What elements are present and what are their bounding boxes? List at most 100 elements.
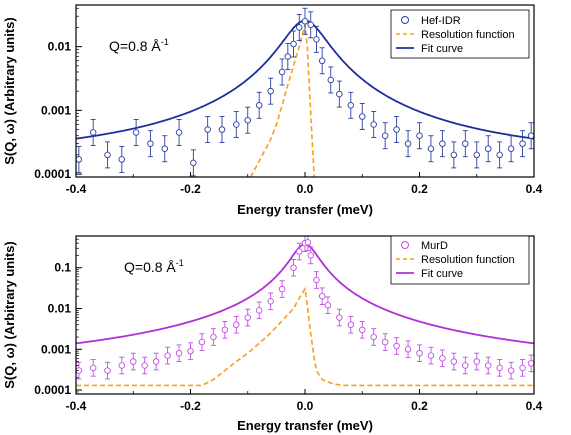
panel2-data-point: [416, 344, 423, 362]
panel2-ticks: -0.4 -0.2 0.0 0.2 0.4 0.0001 0.001 0.01 0.1: [34, 238, 543, 413]
panel1-data-point: [496, 141, 503, 169]
panel2-data-point: [210, 328, 217, 346]
panel2-data-point: [370, 328, 377, 346]
panel1-data-point: [519, 130, 526, 158]
panel2-data-point: [439, 349, 446, 368]
panel1-plot-content: [76, 7, 534, 177]
panel2-legend-data-label: MurD: [421, 240, 448, 252]
panel1-data-point: [473, 141, 481, 169]
panel2-data-point: [152, 352, 160, 371]
panel-hef-idr: -0.4 -0.2 0.0 0.2 0.4 0.0001 0.001 0.01 Energy …: [2, 4, 543, 217]
panel1-data-point: [507, 135, 515, 163]
panel1-y-tick-label: 0.01: [48, 40, 72, 54]
panel2-data-point: [296, 242, 303, 261]
panel2-y-axis-title: S(Q, ω) (Arbitrary units): [2, 241, 17, 389]
panel1-x-tick-label: -0.4: [66, 182, 87, 196]
panel1-legend-fit-label: Fit curve: [421, 43, 463, 55]
panel2-data-point: [104, 361, 111, 380]
panel2-data-point: [164, 346, 171, 365]
panel1-data-point: [104, 141, 111, 169]
panel1-data-point: [336, 80, 343, 108]
panel2-data-point: [187, 342, 194, 360]
panel2-data-point: [484, 356, 492, 375]
panel1-data-point: [284, 43, 292, 70]
panel2-data-point: [462, 356, 469, 375]
panel1-data-point: [255, 91, 263, 119]
panel1-data-point: [190, 149, 197, 177]
panel1-data-point: [132, 118, 140, 146]
panel1-data-point: [313, 25, 320, 53]
panel2-data-point: [324, 296, 332, 315]
panel2-legend-box: [390, 235, 530, 285]
panel1-data-point: [147, 130, 154, 158]
panel1-data-point: [450, 141, 458, 169]
panel2-data-point: [507, 361, 515, 380]
panel1-ticks: -0.4 -0.2 0.0 0.2 0.4 0.0001 0.001 0.01: [34, 7, 543, 196]
panel2-y-tick-label: 0.0001: [34, 383, 71, 397]
panel2-data-point: [347, 315, 355, 334]
panel1-data-point: [318, 47, 326, 75]
panel2-data-point: [221, 321, 229, 339]
panel2-x-tick-label: 0.4: [526, 399, 543, 413]
panel1-data-point: [484, 135, 492, 163]
panel1-data-point: [161, 135, 168, 163]
panel2-data-point: [290, 258, 297, 277]
panel1-data-point: [278, 58, 286, 86]
panel1-x-axis-title: Energy transfer (meV): [237, 202, 373, 217]
panel2-data-point: [404, 340, 412, 359]
panel2-y-tick-label: 0.1: [54, 261, 71, 275]
panel2-data-point: [393, 337, 400, 355]
panel1-data-point: [370, 111, 377, 138]
panel2-data-point: [313, 271, 320, 289]
panel2-data-point: [359, 321, 366, 339]
panel1-data-point: [301, 7, 309, 35]
panel1-resolution-line: [249, 24, 315, 177]
panel2-data-point: [473, 352, 481, 371]
panel1-data-point: [175, 118, 183, 146]
panel2-legend: MurD Resolution function Fit curve: [390, 235, 530, 285]
panel1-data-point: [267, 77, 274, 105]
panel1-data-point: [76, 145, 83, 173]
panel2-legend-resolution-label: Resolution function: [421, 254, 515, 266]
panel2-x-tick-label: 0.2: [411, 399, 428, 413]
panel1-data-point: [327, 66, 335, 94]
panel1-data-point: [244, 106, 251, 134]
panel2-q-annotation: Q=0.8 Å-1: [124, 258, 184, 275]
panel2-data-point: [141, 356, 148, 375]
panel2-data-point: [527, 354, 534, 373]
panel1-data-point: [218, 116, 226, 143]
panel1-data-point: [359, 103, 366, 130]
panel2-y-tick-label: 0.001: [41, 342, 71, 356]
panel1-x-tick-label: -0.2: [180, 182, 201, 196]
panel1-x-tick-label: 0.0: [297, 182, 314, 196]
panel2-resolution-line: [76, 286, 534, 387]
panel2-plot-area: [76, 236, 534, 387]
panel1-data-point: [462, 130, 469, 158]
panel2-data-point: [129, 352, 137, 371]
panel1-data-point: [233, 111, 240, 138]
panel1-data-point: [118, 145, 126, 173]
panel2-data-point: [89, 359, 97, 377]
panel2-data-point: [307, 246, 314, 265]
panel2-legend-data-marker: [401, 241, 409, 249]
panel1-data-point: [527, 122, 534, 150]
panel1-legend-data-marker: [401, 16, 409, 24]
panel2-data-point: [267, 292, 274, 311]
panel1-data-point: [204, 116, 211, 143]
panel2-data-point: [118, 356, 126, 375]
panel1-data-point: [416, 122, 423, 150]
panel1-data-point: [296, 13, 303, 41]
panel2-x-tick-label: -0.2: [180, 399, 201, 413]
panel2-data-point: [278, 280, 286, 298]
panel1-y-tick-label: 0.001: [41, 103, 71, 117]
panel1-data-point: [404, 130, 412, 158]
panel1-y-tick-label: 0.0001: [34, 167, 71, 181]
panel1-plot-area: [76, 7, 534, 177]
panel1-y-axis-title: S(Q, ω) (Arbitrary units): [2, 17, 17, 165]
panel1-data-point: [89, 118, 97, 146]
panel1-data-point: [427, 135, 435, 163]
panel1-legend-data-label: Hef-IDR: [421, 15, 461, 27]
panel2-data-point: [519, 359, 526, 377]
panel1-data-point: [307, 11, 314, 39]
panel2-data-point: [336, 308, 343, 327]
